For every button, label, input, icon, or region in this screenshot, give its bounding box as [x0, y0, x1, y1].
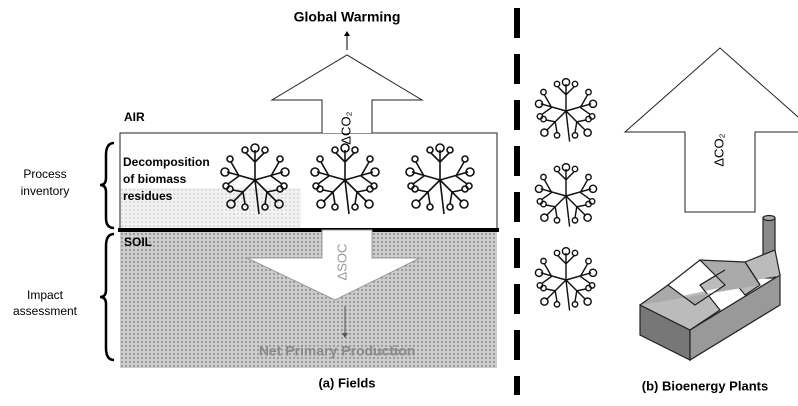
tree	[535, 248, 596, 311]
title: Global Warming	[294, 9, 401, 25]
air-label: AIR	[124, 110, 145, 124]
decomposition-label: residues	[123, 189, 173, 203]
diagram: Global Warming AIR SOIL Decomposition of…	[0, 0, 798, 401]
delta-soc: ΔSOC	[334, 244, 349, 281]
delta-co2: ΔCO₂	[338, 111, 353, 144]
process-inventory: inventory	[21, 184, 70, 198]
brace	[100, 143, 114, 228]
decomposition-label: Decomposition	[123, 155, 210, 169]
delta-co2: ΔCO₂	[711, 133, 726, 166]
arrow-head	[344, 31, 350, 36]
factory	[640, 216, 780, 361]
soil-label: SOIL	[124, 235, 152, 249]
impact-assessment: Impact	[27, 288, 64, 302]
decomposition-label: of biomass	[123, 172, 187, 186]
tree	[535, 79, 596, 142]
tree	[535, 164, 596, 227]
npp-label: Net Primary Production	[259, 343, 415, 359]
caption: (b) Bioenergy Plants	[642, 378, 768, 393]
impact-assessment: assessment	[13, 304, 78, 318]
brace	[100, 234, 114, 360]
co2-arrow	[625, 48, 798, 212]
process-inventory: Process	[23, 167, 66, 181]
caption: (a) Fields	[318, 375, 375, 390]
